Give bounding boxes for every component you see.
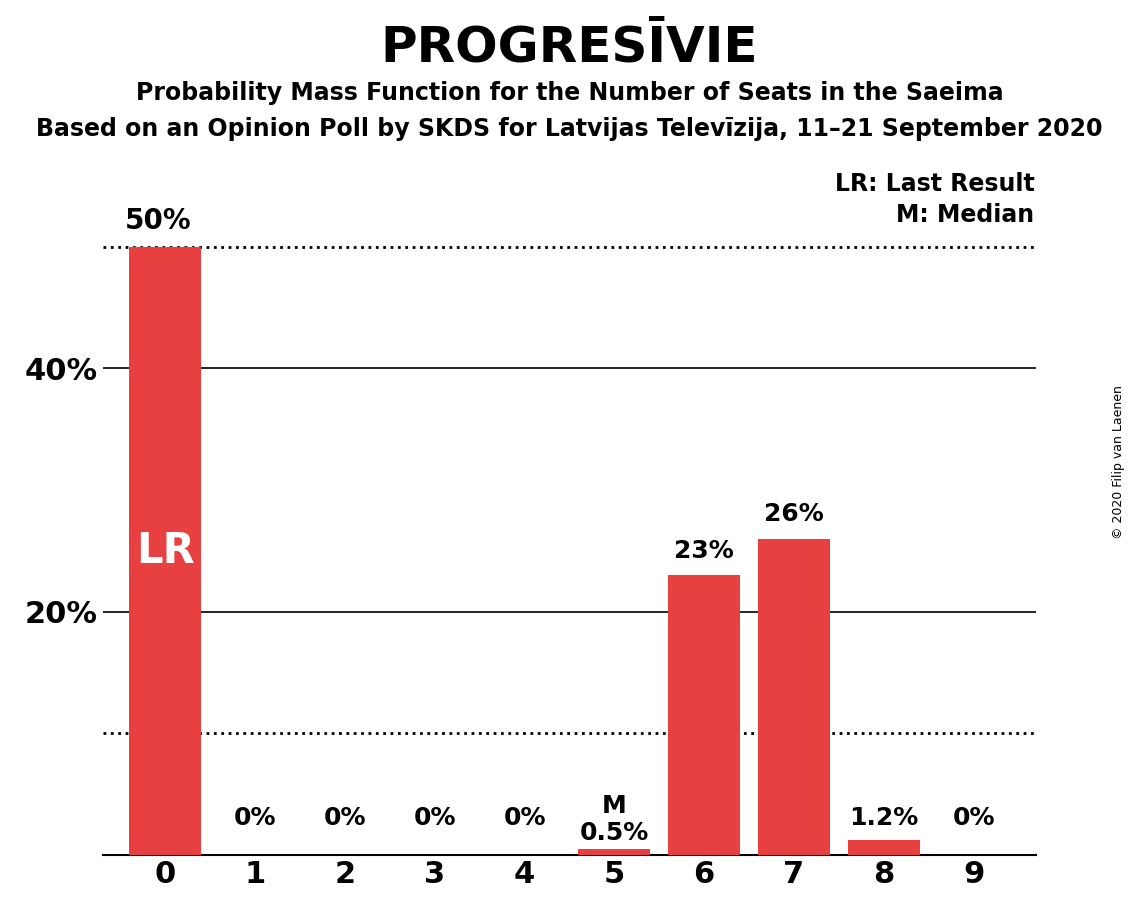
Bar	[579, 848, 650, 855]
Bar	[130, 247, 202, 855]
Text: 0%: 0%	[233, 807, 277, 831]
Text: M: Median: M: Median	[896, 203, 1034, 227]
Text: © 2020 Filip van Laenen: © 2020 Filip van Laenen	[1112, 385, 1125, 539]
Bar	[759, 539, 830, 855]
Text: 0.5%: 0.5%	[580, 821, 649, 845]
Text: Probability Mass Function for the Number of Seats in the Saeima: Probability Mass Function for the Number…	[136, 81, 1003, 105]
Text: 0%: 0%	[503, 807, 546, 831]
Bar	[847, 840, 920, 855]
Text: 26%: 26%	[764, 503, 823, 527]
Text: 50%: 50%	[125, 207, 191, 235]
Text: M: M	[603, 795, 626, 819]
Text: 0%: 0%	[413, 807, 456, 831]
Text: LR: LR	[136, 529, 195, 572]
Bar	[669, 575, 740, 855]
Text: 0%: 0%	[323, 807, 367, 831]
Text: PROGRESĪVIE: PROGRESĪVIE	[380, 23, 759, 71]
Text: 23%: 23%	[674, 539, 734, 563]
Text: LR: Last Result: LR: Last Result	[835, 172, 1034, 196]
Text: 0%: 0%	[952, 807, 994, 831]
Text: Based on an Opinion Poll by SKDS for Latvijas Televīzija, 11–21 September 2020: Based on an Opinion Poll by SKDS for Lat…	[36, 117, 1103, 141]
Text: 1.2%: 1.2%	[850, 807, 918, 831]
